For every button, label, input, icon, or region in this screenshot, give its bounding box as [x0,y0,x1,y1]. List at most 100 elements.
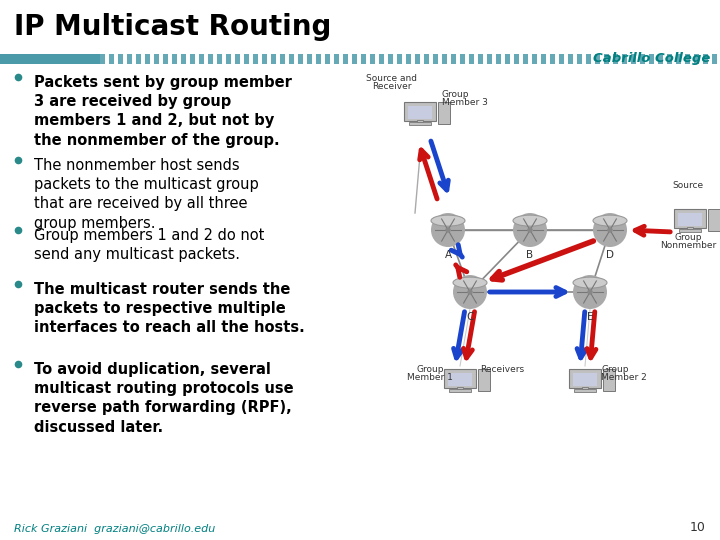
Text: Member 2: Member 2 [601,373,647,382]
Bar [289,54,294,64]
Bar [541,54,546,64]
Text: Receiver: Receiver [372,82,412,91]
Text: Rick Graziani  graziani@cabrillo.edu: Rick Graziani graziani@cabrillo.edu [14,524,215,534]
Text: IP Multicast Routing: IP Multicast Routing [14,13,331,41]
Text: Group: Group [674,233,702,242]
Bar [679,229,701,232]
Bar [235,54,240,64]
Text: The multicast router sends the
packets to respective multiple
interfaces to reac: The multicast router sends the packets t… [34,282,305,335]
Bar [0,54,100,64]
Bar [442,54,447,64]
Bar [127,54,132,64]
Bar [574,389,596,392]
Bar [298,54,303,64]
Bar [415,54,420,64]
Bar [253,54,258,64]
Ellipse shape [453,277,487,288]
Bar [559,54,564,64]
Ellipse shape [513,215,547,226]
Bar [622,54,627,64]
Bar [208,54,213,64]
Bar [409,122,431,125]
Bar [712,54,717,64]
Circle shape [431,213,465,247]
Bar [595,54,600,64]
Bar [582,387,588,389]
FancyBboxPatch shape [438,103,450,124]
Circle shape [513,213,547,247]
Bar [658,54,663,64]
Bar [487,54,492,64]
Text: Cabrillo College: Cabrillo College [593,52,710,65]
Bar [688,227,693,229]
Text: Source and: Source and [366,74,418,83]
Bar [406,54,411,64]
Bar [163,54,168,64]
Bar [379,54,384,64]
Bar [694,54,699,64]
Text: E: E [587,312,593,322]
Bar [361,54,366,64]
Text: Receivers: Receivers [480,365,524,374]
Bar [676,54,681,64]
Bar [408,105,432,118]
Bar [226,54,231,64]
Bar [424,54,429,64]
Bar [316,54,321,64]
Bar [478,54,483,64]
Bar [577,54,582,64]
Bar [568,54,573,64]
Bar [678,213,702,226]
Bar [457,387,462,389]
Circle shape [453,275,487,309]
Text: Nonmember: Nonmember [660,241,716,250]
Bar [154,54,159,64]
Bar [199,54,204,64]
Bar [505,54,510,64]
Text: Source: Source [672,181,703,190]
Ellipse shape [573,277,607,288]
Bar [514,54,519,64]
Bar [136,54,141,64]
Bar [271,54,276,64]
Bar [397,54,402,64]
Bar [523,54,528,64]
Text: D: D [606,250,614,260]
Text: 10: 10 [690,521,706,534]
Circle shape [528,228,532,232]
FancyBboxPatch shape [404,102,436,121]
Bar [532,54,537,64]
Bar [586,54,591,64]
Bar [649,54,654,64]
FancyBboxPatch shape [477,369,490,391]
Text: B: B [526,250,534,260]
Text: Member 3: Member 3 [442,98,488,107]
Bar [604,54,609,64]
Bar [418,120,423,123]
Bar [460,54,465,64]
Bar [685,54,690,64]
Bar [109,54,114,64]
Text: The nonmember host sends
packets to the multicast group
that are received by all: The nonmember host sends packets to the … [34,158,258,231]
Bar [244,54,249,64]
Bar [550,54,555,64]
FancyBboxPatch shape [444,369,476,388]
Bar [448,373,472,386]
Bar [307,54,312,64]
FancyBboxPatch shape [569,369,601,388]
Bar [181,54,186,64]
Bar [100,54,105,64]
Circle shape [593,213,627,247]
Text: To avoid duplication, several
multicast routing protocols use
reverse path forwa: To avoid duplication, several multicast … [34,362,294,435]
Circle shape [588,290,592,294]
Text: A: A [444,250,451,260]
Bar [190,54,195,64]
Bar [145,54,150,64]
Bar [352,54,357,64]
Bar [172,54,177,64]
Text: Group: Group [601,365,629,374]
Circle shape [573,275,607,309]
Bar [217,54,222,64]
FancyBboxPatch shape [603,369,615,391]
Bar [334,54,339,64]
